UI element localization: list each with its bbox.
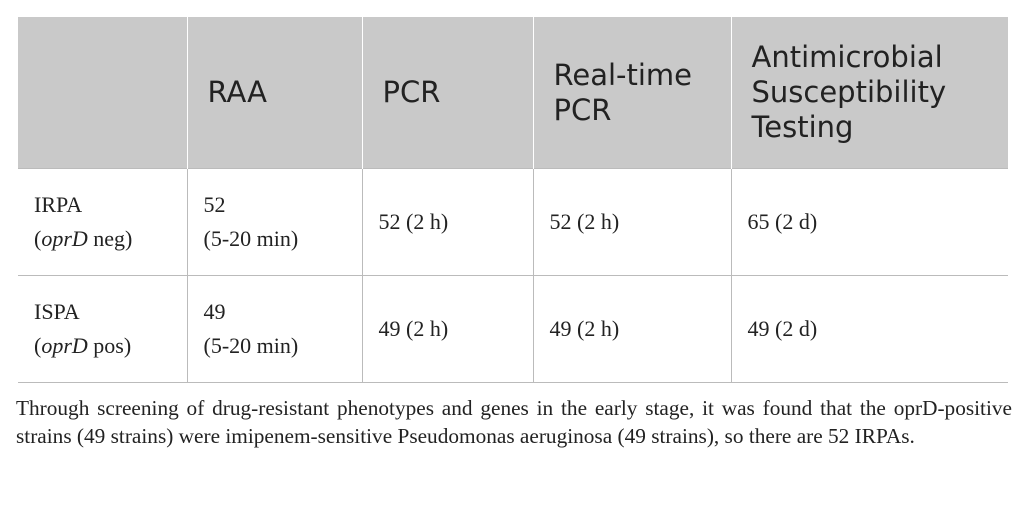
header-cell bbox=[18, 17, 188, 169]
cell: 49 (2 d) bbox=[730, 275, 1008, 383]
cell: 49 (2 h) bbox=[532, 275, 732, 383]
header-cell: Real-time PCR bbox=[533, 17, 732, 169]
table-row: IRPA (oprD neg) 52 (5-20 min) 52 (2 h) 52 … bbox=[18, 168, 1008, 276]
cell: 49 (2 h) bbox=[361, 275, 534, 383]
gene-name: oprD bbox=[41, 226, 88, 251]
cell: 52 (2 h) bbox=[361, 168, 534, 276]
data-table: RAA PCR Real-time PCR Antimicrobial Susc… bbox=[18, 17, 1008, 383]
row-label: IRPA (oprD neg) bbox=[18, 168, 188, 276]
cell-text: (5-20 min) bbox=[203, 226, 299, 251]
cell: 49 (5-20 min) bbox=[186, 275, 363, 383]
header-cell: PCR bbox=[362, 17, 534, 169]
cell-text: 52 bbox=[203, 192, 226, 217]
cell: 52 (5-20 min) bbox=[186, 168, 363, 276]
cell: 65 (2 d) bbox=[730, 168, 1008, 276]
row-label: ISPA (oprD pos) bbox=[18, 275, 188, 383]
label-text: ( bbox=[34, 226, 42, 251]
cell-text: (5-20 min) bbox=[203, 333, 299, 358]
header-row: RAA PCR Real-time PCR Antimicrobial Susc… bbox=[18, 17, 1008, 169]
label-text: ISPA bbox=[34, 299, 80, 324]
table-row: ISPA (oprD pos) 49 (5-20 min) 49 (2 h) 49 … bbox=[18, 275, 1008, 383]
cell-text: 49 bbox=[203, 299, 226, 324]
header-cell: Antimicrobial Susceptibility Testing bbox=[731, 17, 1008, 169]
label-text: ( bbox=[34, 333, 42, 358]
gene-name: oprD bbox=[41, 333, 88, 358]
header-cell: RAA bbox=[187, 17, 363, 169]
label-text: IRPA bbox=[34, 192, 83, 217]
label-text: neg) bbox=[87, 226, 133, 251]
cell: 52 (2 h) bbox=[532, 168, 732, 276]
label-text: pos) bbox=[87, 333, 132, 358]
footnote: Through screening of drug-resistant phen… bbox=[16, 396, 1012, 448]
